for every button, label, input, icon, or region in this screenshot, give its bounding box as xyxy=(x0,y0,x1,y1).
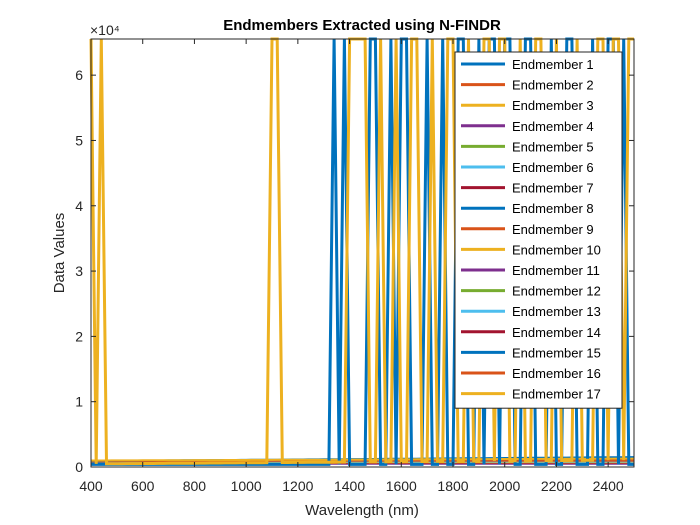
x-tick-label: 1400 xyxy=(334,478,365,494)
y-tick-label: 2 xyxy=(75,328,83,344)
legend-label-5: Endmember 5 xyxy=(512,139,594,154)
legend-label-13: Endmember 13 xyxy=(512,304,601,319)
legend-label-4: Endmember 4 xyxy=(512,119,594,134)
legend-label-17: Endmember 17 xyxy=(512,387,601,402)
x-tick-label: 800 xyxy=(183,478,207,494)
y-tick-label: 6 xyxy=(75,67,83,83)
legend-label-10: Endmember 10 xyxy=(512,242,601,257)
series-line-17 xyxy=(91,457,634,462)
legend-label-12: Endmember 12 xyxy=(512,284,601,299)
legend-label-1: Endmember 1 xyxy=(512,57,594,72)
x-tick-label: 1600 xyxy=(386,478,417,494)
legend-label-15: Endmember 15 xyxy=(512,345,601,360)
legend-label-8: Endmember 8 xyxy=(512,201,594,216)
x-tick-label: 400 xyxy=(79,478,103,494)
legend-label-14: Endmember 14 xyxy=(512,325,601,340)
legend-label-9: Endmember 9 xyxy=(512,222,594,237)
legend-label-16: Endmember 16 xyxy=(512,366,601,381)
chart-title: Endmembers Extracted using N-FINDR xyxy=(223,17,501,34)
x-tick-label: 1800 xyxy=(437,478,468,494)
y-exponent-label: ×10⁴ xyxy=(90,22,120,38)
x-tick-label: 2400 xyxy=(593,478,624,494)
y-tick-label: 0 xyxy=(75,459,83,475)
x-tick-label: 2200 xyxy=(541,478,572,494)
legend-label-7: Endmember 7 xyxy=(512,181,594,196)
legend-label-11: Endmember 11 xyxy=(512,263,600,278)
y-tick-label: 1 xyxy=(75,394,83,410)
legend-label-6: Endmember 6 xyxy=(512,160,594,175)
y-axis-label: Data Values xyxy=(51,213,68,294)
legend-label-3: Endmember 3 xyxy=(512,98,594,113)
x-tick-label: 1200 xyxy=(282,478,313,494)
x-tick-label: 2000 xyxy=(489,478,520,494)
y-tick-label: 3 xyxy=(75,263,83,279)
legend: Endmember 1 Endmember 2 Endmember 3 Endmemb… xyxy=(454,51,623,409)
y-tick-label: 4 xyxy=(75,198,83,214)
legend-label-2: Endmember 2 xyxy=(512,78,594,93)
x-axis-label: Wavelength (nm) xyxy=(305,502,419,519)
ticks-layer: 400 600 800 1000 1200 1400 1600 1800 2000 2200 240… xyxy=(75,39,634,494)
x-tick-label: 1000 xyxy=(231,478,262,494)
x-tick-label: 600 xyxy=(131,478,155,494)
plot-frame xyxy=(90,38,635,468)
y-tick-label: 5 xyxy=(75,132,83,148)
